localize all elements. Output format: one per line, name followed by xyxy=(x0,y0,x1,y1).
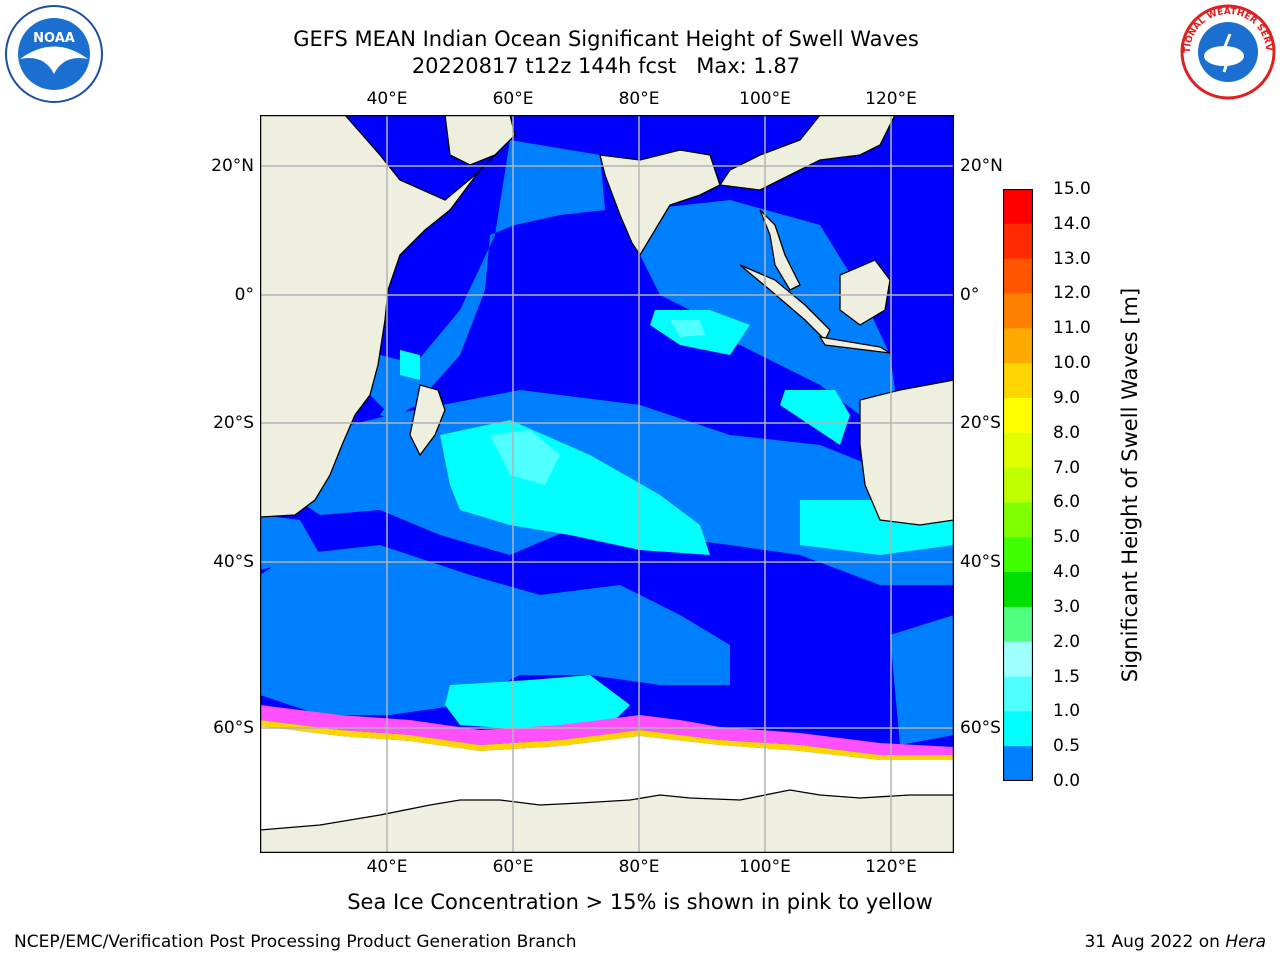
colorbar-tick-label: 14.0 xyxy=(1053,213,1091,234)
chart-subtitle: 20220817 t12z 144h fcst Max: 1.87 xyxy=(411,54,801,78)
lat-label-right: 40°S xyxy=(960,552,1001,572)
lon-label-top: 100°E xyxy=(739,89,791,109)
madagascar xyxy=(409,384,446,457)
noaa-logo: NOAA xyxy=(5,5,103,103)
colorbar-tick-label: 8.0 xyxy=(1053,422,1081,443)
colorbar-tick-label: 0.5 xyxy=(1053,736,1081,757)
colorbar-band xyxy=(1003,676,1033,712)
colorbar-tick-label: 9.0 xyxy=(1053,387,1081,408)
colorbar-band xyxy=(1003,711,1033,747)
arabia xyxy=(444,115,516,166)
lat-label-right: 20°N xyxy=(960,156,1003,176)
colorbar-band xyxy=(1003,258,1033,294)
indochina xyxy=(718,115,896,191)
colorbar-band xyxy=(1003,641,1033,678)
lat-label-right: 0° xyxy=(960,285,980,305)
colorbar-tick-label: 13.0 xyxy=(1053,248,1091,269)
india xyxy=(599,149,721,257)
colorbar-tick-label: 4.0 xyxy=(1053,562,1081,583)
colorbar-tick-label: 11.0 xyxy=(1053,318,1091,339)
java xyxy=(818,336,891,354)
colorbar-band xyxy=(1003,606,1033,643)
lat-label-right: 20°S xyxy=(960,413,1001,433)
chart-title: GEFS MEAN Indian Ocean Significant Heigh… xyxy=(293,27,919,51)
lat-label-left: 0° xyxy=(234,285,254,305)
lon-label-bottom: 80°E xyxy=(618,857,660,877)
swell-band-1.5-2.0 xyxy=(490,320,705,485)
map-border xyxy=(260,115,954,853)
lon-label-bottom: 40°E xyxy=(366,857,408,877)
colorbar-band xyxy=(1003,328,1033,364)
nws-logo: NATIONAL WEATHER SERVICE xyxy=(1180,4,1276,100)
colorbar-tick-label: 1.0 xyxy=(1053,701,1081,722)
colorbar-tick-label: 1.5 xyxy=(1053,666,1081,687)
colorbar-tick-label: 7.0 xyxy=(1053,457,1081,478)
colorbar-band xyxy=(1003,189,1033,225)
lon-label-bottom: 60°E xyxy=(492,857,534,877)
colorbar-tick-label: 10.0 xyxy=(1053,353,1091,374)
graticule xyxy=(260,115,954,853)
colorbar-band xyxy=(1003,363,1033,399)
lon-label-top: 80°E xyxy=(618,89,660,109)
colorbar-band xyxy=(1003,502,1033,538)
lat-label-left: 20°N xyxy=(211,156,254,176)
lat-label-left: 40°S xyxy=(213,552,254,572)
colorbar-band xyxy=(1003,537,1033,573)
borneo xyxy=(839,259,891,326)
lon-label-bottom: 120°E xyxy=(865,857,917,877)
colorbar-tick-label: 3.0 xyxy=(1053,596,1081,617)
colorbar xyxy=(1003,189,1033,781)
africa xyxy=(260,115,511,518)
colorbar-tick-label: 0.0 xyxy=(1053,771,1081,791)
lon-label-top: 40°E xyxy=(366,89,408,109)
colorbar-band xyxy=(1003,572,1033,608)
land xyxy=(260,115,954,853)
footer-credit: NCEP/EMC/Verification Post Processing Pr… xyxy=(14,932,577,952)
colorbar-band xyxy=(1003,223,1033,260)
svg-text:NOAA: NOAA xyxy=(33,31,75,46)
sea-ice-edge-yellow xyxy=(260,720,954,760)
colorbar-tick-label: 15.0 xyxy=(1053,179,1091,199)
lon-label-bottom: 100°E xyxy=(739,857,791,877)
lat-label-left: 20°S xyxy=(213,413,254,433)
lon-label-top: 120°E xyxy=(865,89,917,109)
colorbar-tick-label: 5.0 xyxy=(1053,527,1081,548)
colorbar-tick-label: 2.0 xyxy=(1053,631,1081,652)
malay-peninsula xyxy=(759,209,801,291)
lon-label-top: 60°E xyxy=(492,89,534,109)
sea-ice-footnote: Sea Ice Concentration > 15% is shown in … xyxy=(347,890,933,914)
map-panel xyxy=(260,115,954,853)
colorbar-band xyxy=(1003,467,1033,503)
footer-date: 31 Aug 2022 on Hera xyxy=(1084,932,1266,952)
colorbar-title: Significant Height of Swell Waves [m] xyxy=(1118,287,1142,683)
footer-host: Hera xyxy=(1225,932,1266,952)
colorbar-tick-label: 12.0 xyxy=(1053,283,1091,304)
colorbar-band xyxy=(1003,746,1033,781)
colorbar-band xyxy=(1003,293,1033,329)
antarctica xyxy=(260,789,954,853)
colorbar-tick-label: 6.0 xyxy=(1053,492,1081,513)
lat-label-left: 60°S xyxy=(213,718,254,738)
lat-label-right: 60°S xyxy=(960,718,1001,738)
colorbar-band xyxy=(1003,397,1033,434)
sea-ice-edge xyxy=(260,705,954,755)
australia xyxy=(859,379,954,526)
colorbar-band xyxy=(1003,432,1033,469)
